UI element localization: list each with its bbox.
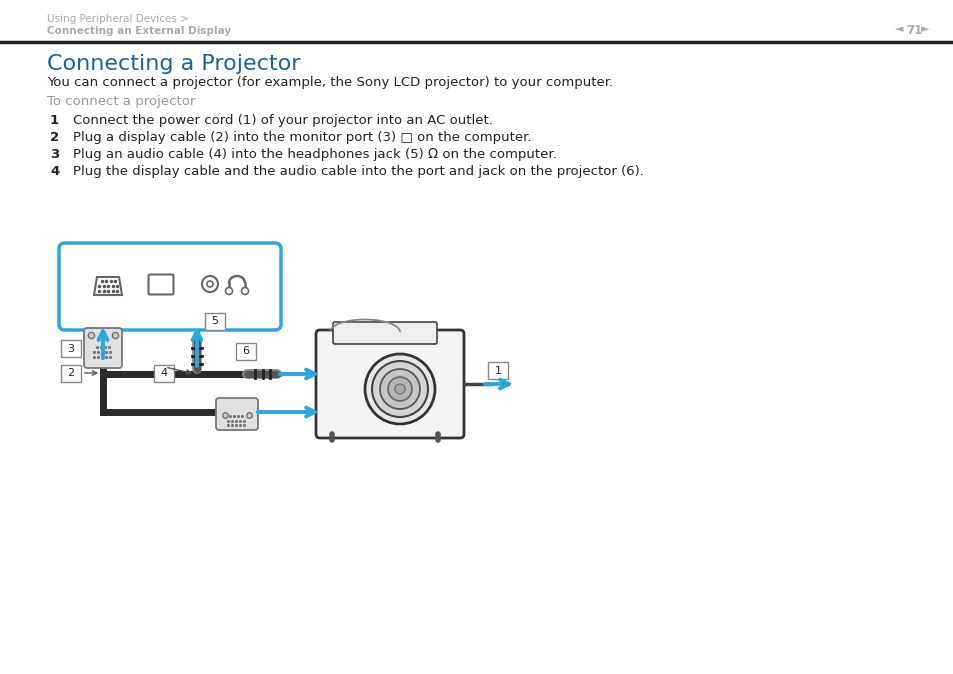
Text: ►: ► [920,24,928,34]
FancyBboxPatch shape [84,328,122,368]
FancyBboxPatch shape [333,322,436,344]
Text: 4: 4 [50,165,59,178]
Text: 2: 2 [50,131,59,144]
Circle shape [388,377,412,401]
FancyBboxPatch shape [235,343,255,360]
Text: 71: 71 [905,24,922,37]
FancyBboxPatch shape [215,398,257,430]
Circle shape [372,361,428,417]
Polygon shape [94,277,122,295]
Text: 1: 1 [50,114,59,127]
Text: Connect the power cord (1) of your projector into an AC outlet.: Connect the power cord (1) of your proje… [73,114,493,127]
FancyBboxPatch shape [315,330,463,438]
FancyBboxPatch shape [149,274,173,295]
Text: Plug the display cable and the audio cable into the port and jack on the project: Plug the display cable and the audio cab… [73,165,643,178]
Text: Plug a display cable (2) into the monitor port (3) □ on the computer.: Plug a display cable (2) into the monito… [73,131,531,144]
Text: To connect a projector: To connect a projector [47,95,195,108]
Circle shape [365,354,435,424]
Text: 1: 1 [494,365,501,375]
Text: 2: 2 [68,369,74,379]
FancyBboxPatch shape [488,362,507,379]
Text: 6: 6 [242,346,250,357]
FancyBboxPatch shape [153,365,173,382]
Circle shape [379,369,419,409]
Text: 3: 3 [50,148,59,161]
Circle shape [241,288,248,295]
Circle shape [207,281,213,287]
FancyBboxPatch shape [59,243,281,330]
Text: 4: 4 [160,369,168,379]
Text: 5: 5 [212,317,218,326]
FancyBboxPatch shape [205,313,225,330]
Text: ◄: ◄ [894,24,902,34]
Text: Using Peripheral Devices >: Using Peripheral Devices > [47,14,189,24]
Circle shape [225,288,233,295]
Text: Connecting an External Display: Connecting an External Display [47,26,231,36]
FancyBboxPatch shape [61,365,81,382]
Text: Connecting a Projector: Connecting a Projector [47,54,300,74]
Circle shape [395,384,405,394]
Text: You can connect a projector (for example, the Sony LCD projector) to your comput: You can connect a projector (for example… [47,76,613,89]
FancyBboxPatch shape [61,340,81,357]
Text: 3: 3 [68,344,74,353]
Text: Plug an audio cable (4) into the headphones jack (5) Ω on the computer.: Plug an audio cable (4) into the headpho… [73,148,557,161]
Circle shape [202,276,218,292]
